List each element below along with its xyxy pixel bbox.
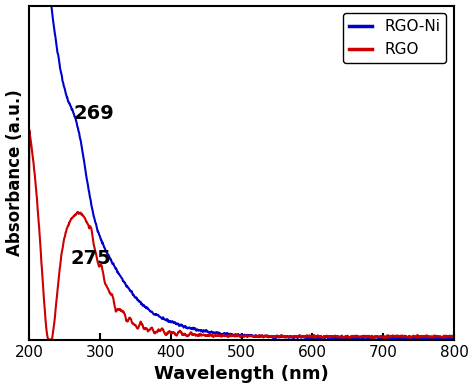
X-axis label: Wavelength (nm): Wavelength (nm) [154, 365, 329, 384]
RGO [26, 196, 32, 201]
RGO [317, 334, 322, 338]
RGO-Ni [117, 273, 123, 278]
RGO-Ni [185, 326, 191, 331]
RGO [118, 307, 123, 312]
Y-axis label: Absorbance (a.u.): Absorbance (a.u.) [6, 89, 24, 256]
RGO [186, 333, 191, 338]
Legend: RGO-Ni, RGO: RGO-Ni, RGO [343, 13, 447, 63]
RGO-Ni [200, 330, 206, 335]
RGO [27, 128, 32, 133]
RGO [45, 337, 51, 342]
Line: RGO-Ni: RGO-Ni [29, 0, 454, 340]
Line: RGO: RGO [29, 130, 454, 340]
RGO-Ni [317, 336, 322, 341]
RGO [202, 333, 208, 338]
RGO [200, 332, 206, 337]
Text: 269: 269 [74, 104, 115, 123]
RGO-Ni [202, 329, 208, 333]
RGO [51, 324, 57, 329]
RGO-Ni [51, 22, 56, 27]
RGO [451, 335, 457, 340]
Text: 275: 275 [70, 249, 111, 268]
RGO-Ni [451, 335, 457, 340]
RGO-Ni [419, 337, 425, 342]
